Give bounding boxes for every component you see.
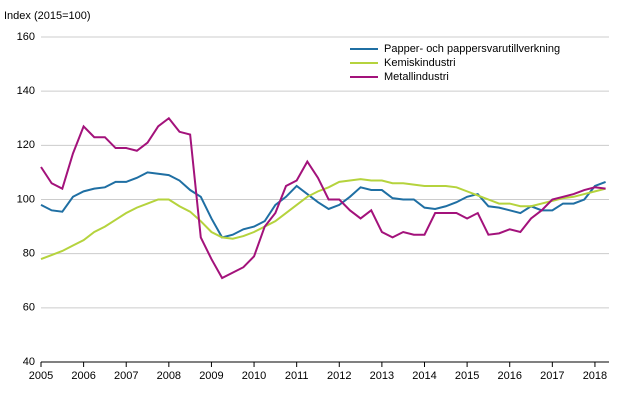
x-tick-label: 2017 [540,370,564,382]
x-tick-label: 2013 [370,370,394,382]
x-tick-label: 2018 [583,370,607,382]
x-tick-label: 2016 [497,370,521,382]
legend-label: Kemiskindustri [384,57,456,69]
y-axis-title: Index (2015=100) [4,10,91,22]
data-line [40,171,606,239]
y-tick-label: 80 [23,248,35,260]
y-tick-label: 120 [17,139,35,151]
x-tick-label: 2012 [327,370,351,382]
y-tick-label: 100 [17,193,35,205]
x-tick-label: 2009 [199,370,223,382]
legend-label: Papper- och pappersvarutillverkning [384,43,560,55]
x-tick-label: 2014 [412,370,436,382]
x-tick-label: 2008 [157,370,181,382]
data-line [40,178,606,261]
x-tick-label: 2015 [455,370,479,382]
y-tick-label: 40 [23,356,35,368]
y-tick-label: 140 [17,85,35,97]
data-line [40,116,606,280]
x-tick-label: 2006 [71,370,95,382]
x-tick-label: 2011 [285,370,309,382]
legend-label: Metallindustri [384,71,449,83]
y-tick-label: 160 [17,31,35,43]
x-tick-label: 2005 [29,370,53,382]
y-tick-label: 60 [23,302,35,314]
x-tick-label: 2010 [242,370,266,382]
x-tick-label: 2007 [114,370,138,382]
